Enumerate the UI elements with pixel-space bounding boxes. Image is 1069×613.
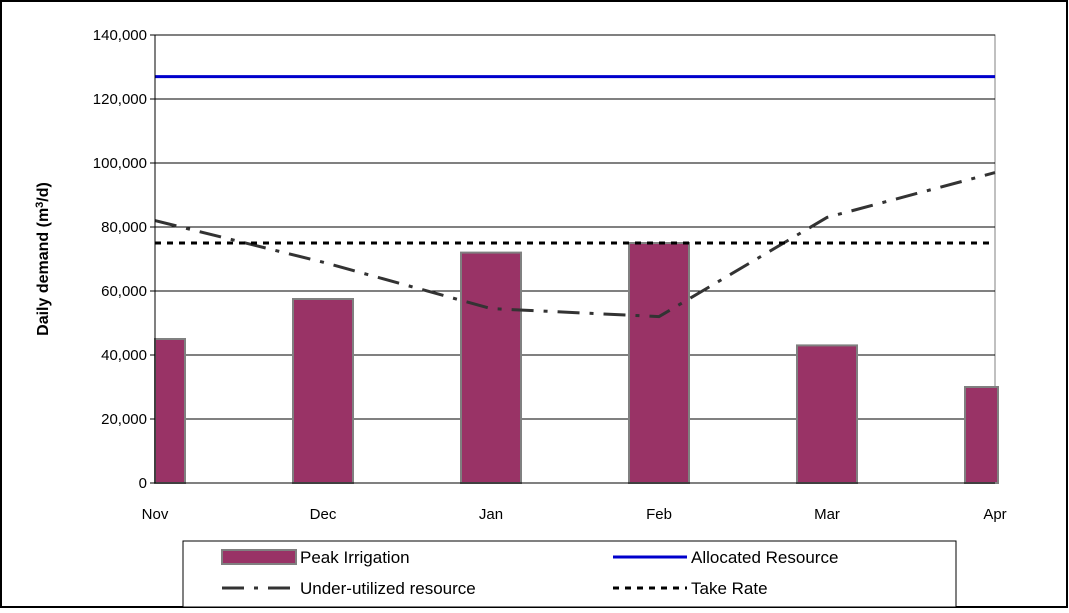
bar-peak-irrigation <box>964 386 999 484</box>
x-tick-label: Nov <box>142 506 169 523</box>
legend-label: Allocated Resource <box>691 548 838 567</box>
legend-swatch-bar <box>221 549 297 565</box>
y-axis-label: Daily demand (m3/d) <box>34 182 52 336</box>
x-tick-label: Dec <box>310 506 337 523</box>
x-tick-label: Apr <box>983 506 1006 523</box>
y-tick-label: 140,000 <box>93 27 147 44</box>
legend-label: Under-utilized resource <box>300 579 476 598</box>
y-tick-labels: 0 20,000 40,000 60,000 80,000 100,000 120,000 1… <box>93 27 155 492</box>
y-tick-label: 100,000 <box>93 155 147 172</box>
legend-label: Take Rate <box>691 579 768 598</box>
y-tick-label: 80,000 <box>101 219 147 236</box>
y-tick-label: 60,000 <box>101 283 147 300</box>
y-tick-label: 120,000 <box>93 91 147 108</box>
legend-label: Peak Irrigation <box>300 548 410 567</box>
bar-peak-irrigation <box>460 251 522 484</box>
legend-box <box>182 540 957 608</box>
x-tick-label: Feb <box>646 506 672 523</box>
bar-peak-irrigation <box>628 242 690 484</box>
x-tick-label: Mar <box>814 506 840 523</box>
y-tick-label: 40,000 <box>101 347 147 364</box>
plot-area <box>154 34 996 484</box>
legend: Peak Irrigation Allocated Resource Under-u… <box>221 548 838 598</box>
bar-peak-irrigation <box>154 338 186 484</box>
y-tick-label: 20,000 <box>101 411 147 428</box>
bar-series <box>154 242 999 484</box>
x-tick-label: Jan <box>479 506 503 523</box>
x-tick-labels: Nov Dec Jan Feb Mar Apr <box>142 506 1007 523</box>
line-under-utilized-resource <box>154 171 996 319</box>
bar-peak-irrigation <box>796 344 858 484</box>
bar-peak-irrigation <box>292 298 354 484</box>
y-tick-label: 0 <box>139 475 147 492</box>
line-series <box>154 75 996 319</box>
